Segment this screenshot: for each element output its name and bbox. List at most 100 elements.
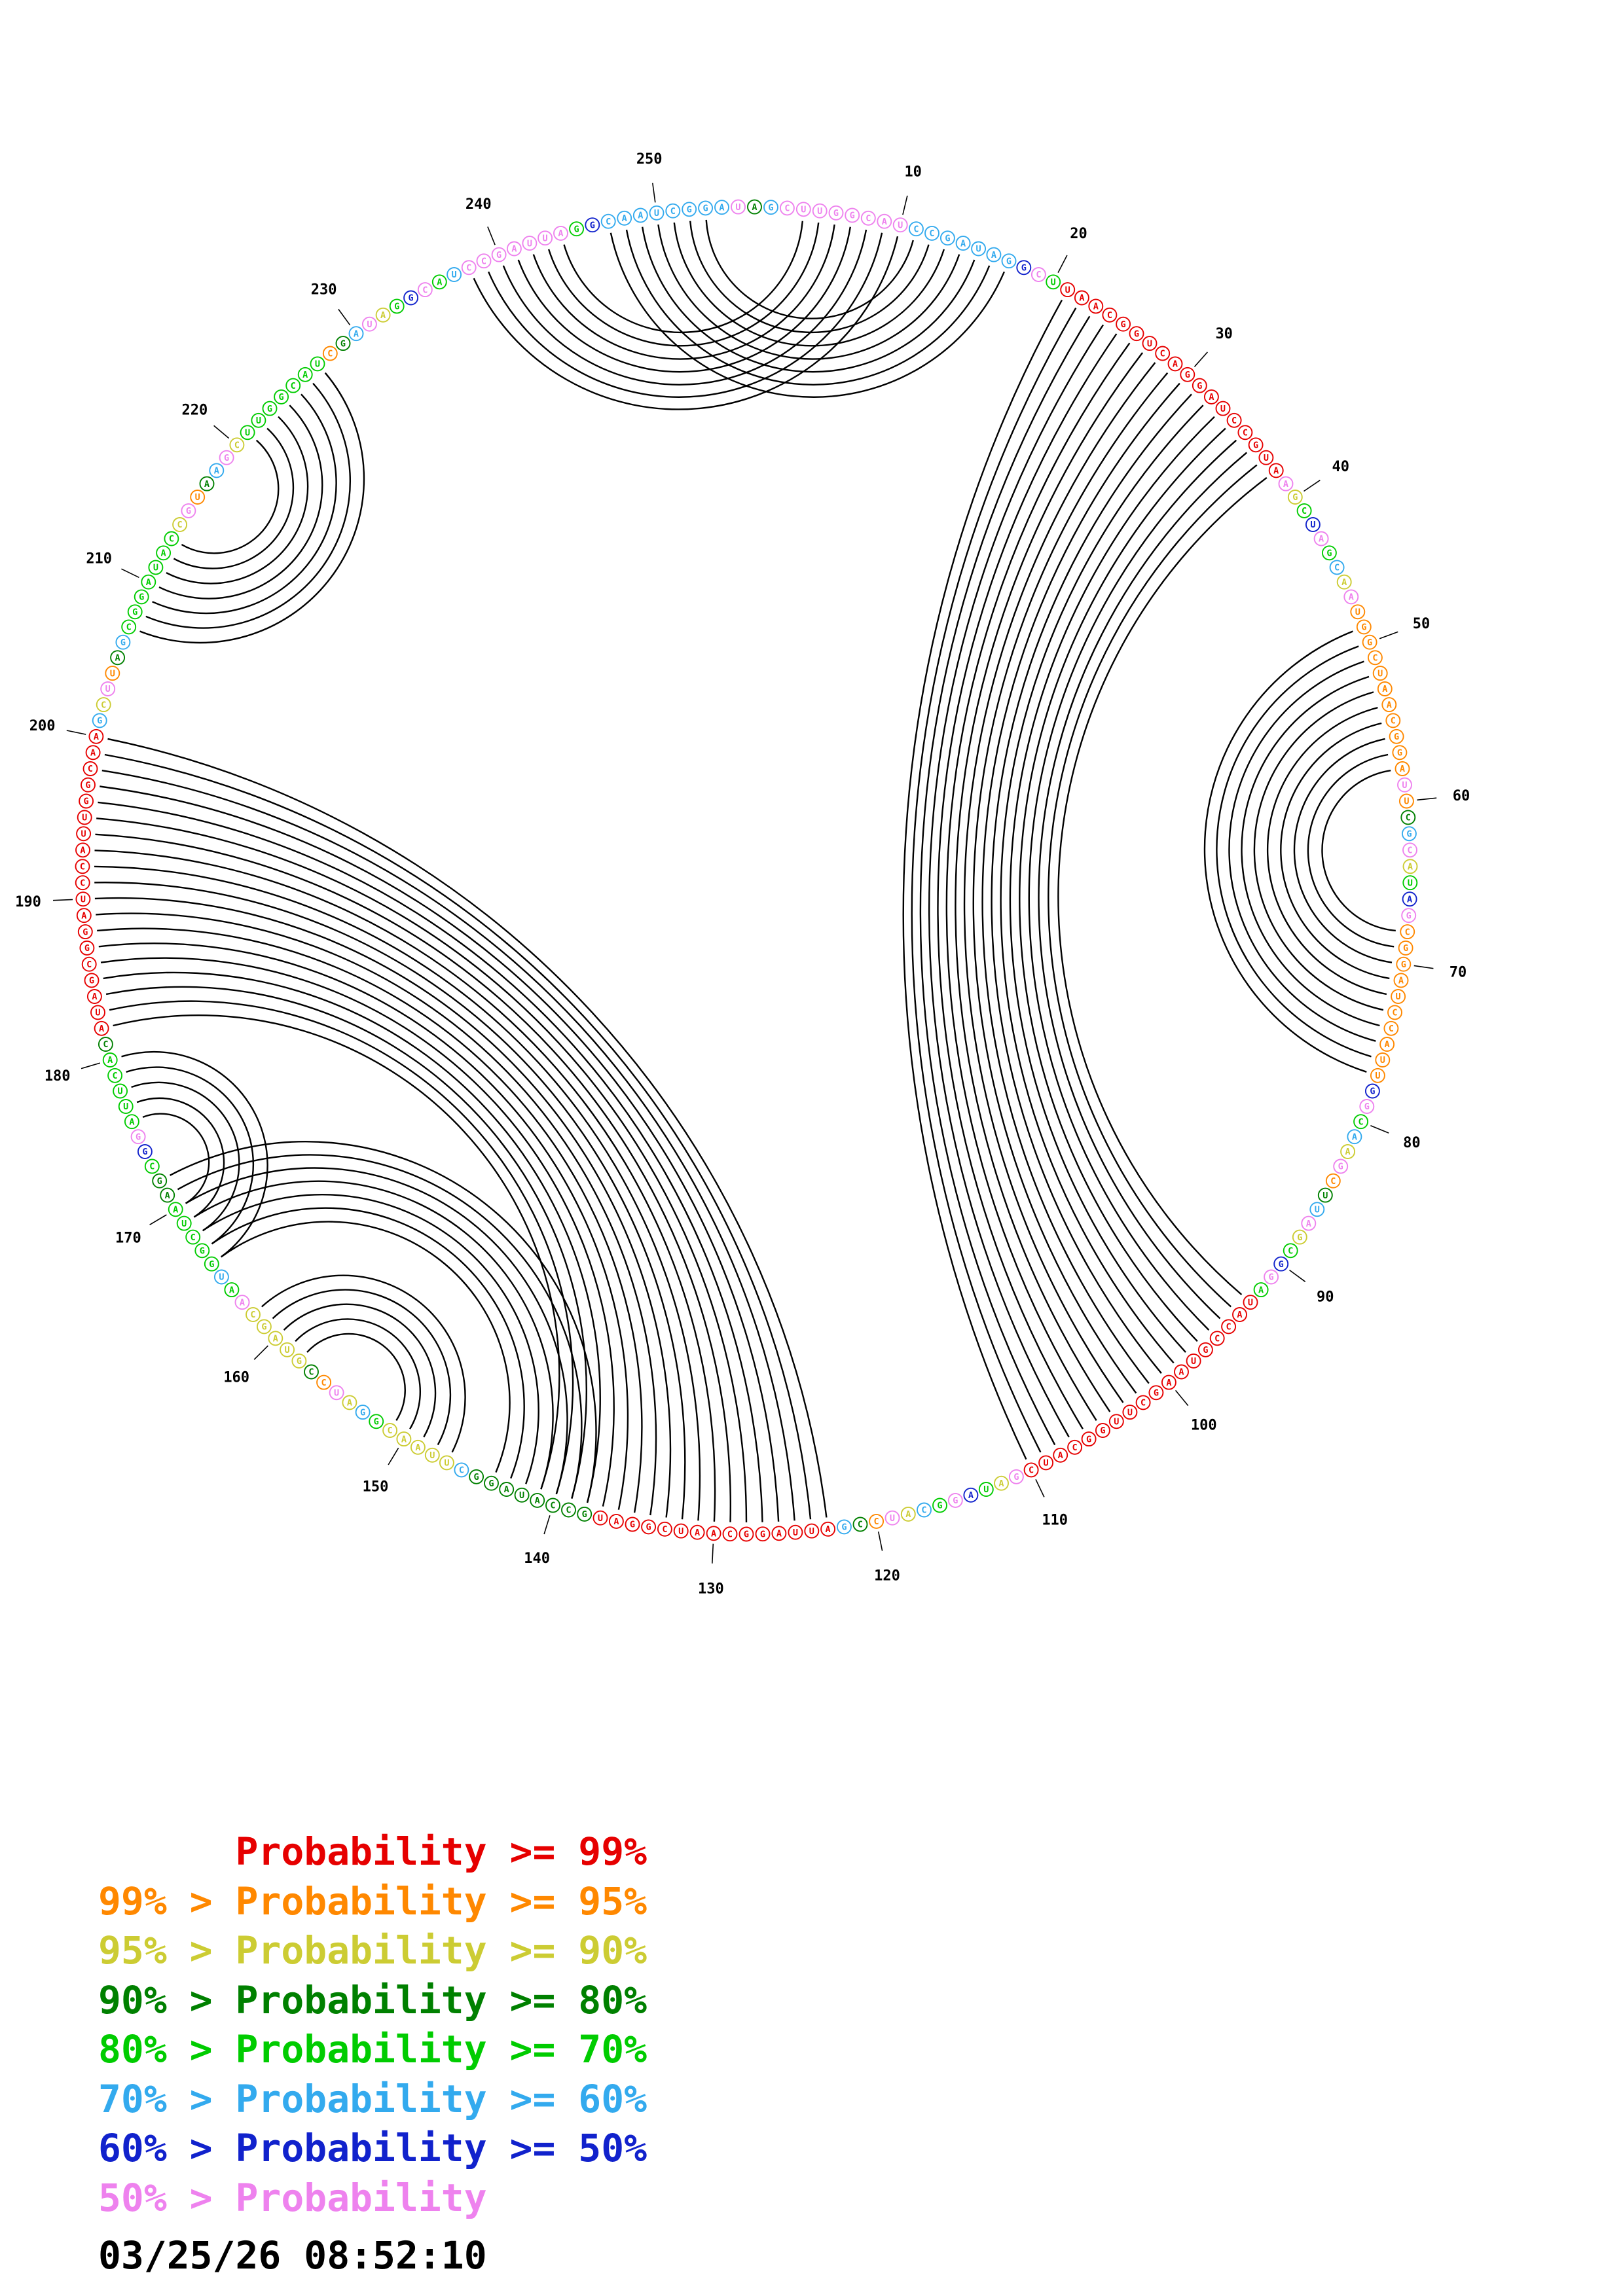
pair-arc bbox=[1228, 660, 1376, 1042]
pair-arc bbox=[642, 226, 976, 373]
nucleotide-letter: A bbox=[719, 202, 724, 213]
tick-label: 100 bbox=[1191, 1418, 1217, 1434]
nucleotide-circle bbox=[1347, 1129, 1362, 1145]
nucleotide-letter: G bbox=[1361, 622, 1366, 633]
nucleotide-circle bbox=[755, 1526, 771, 1542]
nucleotide-letter: U bbox=[735, 202, 740, 213]
nucleotide-circle bbox=[454, 1462, 469, 1478]
nucleotide-letter: C bbox=[234, 440, 240, 451]
nucleotide-letter: G bbox=[496, 250, 501, 260]
nucleotide-circle bbox=[76, 826, 92, 842]
legend-line: Probability >= 99% bbox=[98, 1829, 647, 1874]
nucleotide-letter: G bbox=[200, 1246, 205, 1257]
nucleotide-circle bbox=[955, 236, 971, 251]
nucleotide-letter: G bbox=[582, 1509, 587, 1520]
nucleotide-letter: C bbox=[662, 1524, 667, 1535]
nucleotide-letter: G bbox=[1086, 1434, 1091, 1444]
nucleotide-letter: C bbox=[1072, 1443, 1078, 1453]
nucleotide-letter: C bbox=[250, 1310, 255, 1320]
nucleotide-circle bbox=[329, 1385, 344, 1401]
nucleotide-letter: A bbox=[752, 202, 757, 213]
nucleotide-circle bbox=[788, 1524, 803, 1540]
nucleotide-letter: U bbox=[1248, 1297, 1253, 1308]
pair-arc bbox=[283, 1303, 437, 1438]
legend-line: 60% > Probability >= 50% bbox=[98, 2126, 647, 2170]
nucleotide-letter: U bbox=[983, 1484, 989, 1495]
nucleotide-circle bbox=[812, 203, 828, 219]
nucleotide-circle bbox=[190, 490, 206, 505]
nucleotide-letter: G bbox=[142, 1147, 147, 1157]
nucleotide-circle bbox=[1030, 267, 1046, 282]
nucleotide-letter: A bbox=[968, 1490, 974, 1501]
nucleotide-letter: C bbox=[550, 1501, 555, 1511]
nucleotide-circle bbox=[1053, 1447, 1068, 1463]
nucleotide-letter: A bbox=[1173, 359, 1178, 370]
nucleotide-letter: C bbox=[727, 1529, 733, 1539]
nucleotide-letter: A bbox=[1258, 1285, 1264, 1295]
nucleotide-letter: G bbox=[394, 302, 399, 312]
nucleotide-letter: U bbox=[1310, 520, 1315, 530]
nucleotide-circle bbox=[682, 202, 697, 217]
nucleotide-circle bbox=[75, 891, 91, 907]
nucleotide-letter: C bbox=[866, 213, 871, 224]
nucleotide-letter: A bbox=[1387, 700, 1392, 710]
pair-arc bbox=[563, 221, 803, 334]
tick-label: 200 bbox=[29, 718, 56, 734]
nucleotide-letter: A bbox=[81, 910, 86, 921]
tick-label: 80 bbox=[1403, 1135, 1421, 1151]
nucleotide-letter: G bbox=[1292, 492, 1298, 503]
nucleotide-circle bbox=[285, 378, 301, 393]
nucleotide-circle bbox=[1243, 1295, 1258, 1310]
nucleotide-circle bbox=[268, 1331, 283, 1346]
nucleotide-circle bbox=[1248, 437, 1264, 453]
nucleotide-circle bbox=[246, 1307, 261, 1322]
nucleotide-circle bbox=[499, 1482, 515, 1497]
pair-arc bbox=[673, 222, 945, 347]
pair-arc bbox=[911, 307, 1077, 1453]
nucleotide-letter: A bbox=[991, 250, 996, 260]
nucleotide-circle bbox=[553, 225, 568, 241]
nucleotide-circle bbox=[600, 213, 616, 229]
nucleotide-circle bbox=[1167, 356, 1183, 372]
nucleotide-letter: U bbox=[890, 1513, 895, 1524]
nucleotide-letter: A bbox=[165, 1191, 170, 1201]
nucleotide-circle bbox=[1088, 298, 1104, 314]
nucleotide-letter: U bbox=[543, 233, 548, 243]
nucleotide-circle bbox=[1392, 745, 1408, 761]
nucleotide-circle bbox=[608, 1513, 624, 1529]
pair-arc bbox=[221, 1221, 511, 1473]
tick-label: 230 bbox=[311, 281, 337, 298]
nucleotide-circle bbox=[1379, 1037, 1395, 1052]
nucleotide-circle bbox=[971, 241, 987, 257]
nucleotide-letter: C bbox=[1036, 270, 1041, 280]
nucleotide-circle bbox=[625, 1516, 640, 1532]
nucleotide-circle bbox=[1397, 777, 1412, 793]
nucleotide-letter: A bbox=[1400, 764, 1405, 774]
tick-label: 120 bbox=[874, 1568, 900, 1584]
nucleotide-circle bbox=[1362, 634, 1377, 650]
nucleotide-letter: A bbox=[1319, 534, 1324, 545]
timestamp: 03/25/26 08:52:10 bbox=[98, 2233, 487, 2278]
pair-arc bbox=[109, 1000, 574, 1495]
nucleotide-letter: U bbox=[1322, 1191, 1328, 1201]
nucleotide-circle bbox=[1116, 316, 1131, 332]
base-pair-arcs bbox=[94, 219, 1396, 1523]
nucleotide-circle bbox=[1008, 1469, 1024, 1484]
nucleotide-circle bbox=[1023, 1462, 1039, 1478]
nucleotide-circle bbox=[1400, 810, 1416, 825]
nucleotide-circle bbox=[1142, 336, 1158, 351]
nucleotide-letter: G bbox=[1406, 910, 1412, 921]
tick-line bbox=[1289, 1269, 1306, 1282]
nucleotide-circle bbox=[76, 908, 92, 924]
pair-arc bbox=[502, 229, 867, 386]
nucleotide-letter: A bbox=[146, 577, 151, 588]
pair-arc bbox=[145, 382, 352, 629]
pair-arc bbox=[1057, 476, 1267, 1295]
nucleotide-letter: U bbox=[801, 205, 806, 215]
nucleotide-letter: G bbox=[279, 392, 284, 403]
nucleotide-letter: C bbox=[1330, 1176, 1336, 1187]
pair-arc bbox=[937, 333, 1118, 1429]
nucleotide-circle bbox=[763, 200, 778, 215]
nucleotide-circle bbox=[1309, 1202, 1325, 1217]
nucleotide-letter: G bbox=[1279, 1259, 1284, 1270]
